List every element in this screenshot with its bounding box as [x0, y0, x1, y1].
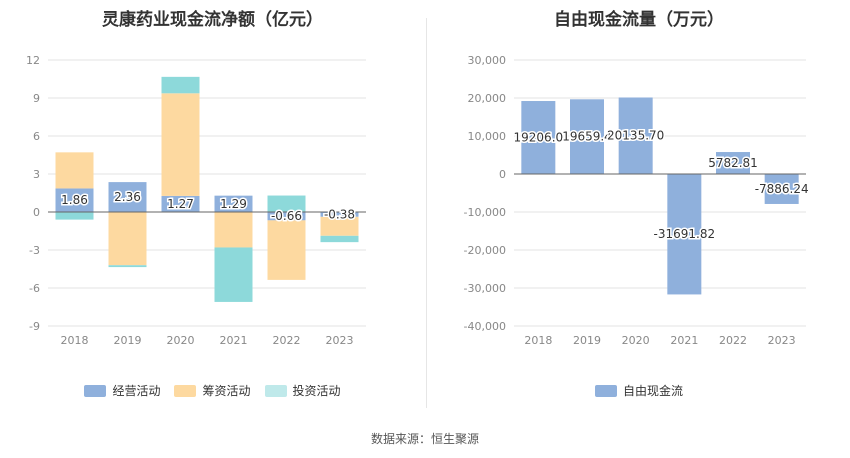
bar-1-2023 — [320, 216, 359, 236]
legend-item-operating[interactable]: 经营活动 — [84, 382, 160, 399]
y-tick-label: -3 — [29, 244, 40, 257]
bar-2022 — [716, 152, 750, 174]
x-tick-label: 2018 — [61, 334, 89, 347]
bar-2020 — [618, 97, 653, 174]
legend-swatch-free-cash-flow — [594, 384, 617, 397]
data-label: 20135.70 — [607, 129, 664, 143]
bar-2018 — [521, 101, 556, 174]
x-tick-label: 2021 — [670, 334, 698, 347]
y-tick-label: 12 — [26, 54, 40, 67]
data-label: 1.29 — [220, 197, 247, 211]
y-tick-label: 30,000 — [468, 54, 507, 67]
data-label: 2.36 — [114, 190, 141, 204]
data-source-note: 数据来源：恒生聚源 — [370, 432, 479, 446]
bar-2-2023 — [320, 235, 359, 243]
legend-item-free-cash-flow[interactable]: 自由现金流 — [594, 382, 683, 399]
bar-2-2020 — [161, 76, 200, 94]
data-label: -0.38 — [324, 207, 355, 221]
y-tick-label: 6 — [33, 130, 40, 143]
bar-1-2021 — [214, 212, 253, 248]
data-label: 1.27 — [167, 197, 194, 211]
bar-0-2023 — [320, 212, 359, 217]
data-label: -7886.24 — [755, 182, 809, 196]
bar-2023 — [764, 174, 799, 204]
right-chart-legend: 自由现金流 — [428, 382, 850, 399]
data-label: 19659.4 — [562, 130, 612, 144]
legend-swatch-financing — [174, 384, 197, 397]
x-tick-label: 2023 — [326, 334, 354, 347]
y-tick-label: -10,000 — [464, 206, 506, 219]
x-tick-label: 2022 — [719, 334, 747, 347]
y-tick-label: -9 — [29, 320, 40, 333]
legend-item-investing[interactable]: 投资活动 — [264, 382, 341, 399]
bar-1-2022 — [267, 220, 306, 280]
bar-0-2020 — [161, 195, 200, 212]
x-tick-label: 2019 — [114, 334, 142, 347]
bar-0-2022 — [267, 212, 306, 221]
legend-swatch-operating — [84, 384, 107, 397]
legend-label-operating: 经营活动 — [112, 384, 161, 398]
x-tick-label: 2020 — [622, 334, 650, 347]
bar-2-2021 — [214, 247, 253, 302]
y-tick-label: 9 — [33, 92, 40, 105]
bar-2019 — [570, 99, 604, 174]
data-label: 19206.0 — [514, 131, 564, 145]
legend-label-free-cash-flow: 自由现金流 — [622, 384, 683, 398]
data-label: -31691.82 — [654, 227, 716, 241]
bar-1-2018 — [55, 152, 94, 189]
legend-item-financing[interactable]: 筹资活动 — [174, 382, 251, 399]
bar-2-2022 — [267, 195, 306, 212]
legend-label-financing: 筹资活动 — [202, 384, 251, 398]
y-tick-label: 20,000 — [468, 92, 507, 105]
left-chart-title: 灵康药业现金流净额（亿元） — [102, 10, 323, 30]
x-tick-label: 2020 — [167, 334, 195, 347]
y-tick-label: -6 — [29, 282, 40, 295]
y-tick-label: 3 — [33, 168, 40, 181]
y-tick-label: -20,000 — [464, 244, 506, 257]
left-chart-plot: 12 9 6 3 0 -3 -6 -9 2018 2019 2020 2021 2022 2023 1.86… — [26, 54, 366, 347]
right-chart-plot: 30,000 20,000 10,000 0 -10,000 -20,000 -30,000… — [464, 54, 811, 347]
bar-1-2019 — [108, 212, 147, 266]
y-tick-label: -40,000 — [464, 320, 506, 333]
y-tick-label: -30,000 — [464, 282, 506, 295]
y-tick-label: 10,000 — [468, 130, 507, 143]
x-tick-label: 2021 — [220, 334, 248, 347]
y-tick-label: 0 — [33, 206, 40, 219]
bar-2021 — [667, 174, 702, 295]
left-chart-panel: 灵康药业现金流净额（亿元） 12 9 6 3 0 -3 -6 -9 2018 2019 2020 20… — [0, 0, 425, 410]
x-tick-label: 2018 — [524, 334, 552, 347]
bar-2-2019 — [108, 265, 147, 268]
right-chart-title: 自由现金流量（万元） — [554, 10, 724, 30]
bar-0-2021 — [214, 195, 253, 212]
legend-label-investing: 投资活动 — [292, 384, 341, 398]
data-label: -0.66 — [271, 209, 302, 223]
x-tick-label: 2023 — [768, 334, 796, 347]
y-tick-label: 0 — [499, 168, 506, 181]
data-label: 1.86 — [61, 193, 88, 207]
legend-swatch-investing — [264, 384, 287, 397]
bar-1-2020 — [161, 93, 200, 196]
bar-2-2018 — [55, 212, 94, 220]
panel-divider — [426, 18, 427, 408]
bar-0-2019 — [108, 182, 147, 212]
bar-0-2018 — [55, 188, 94, 212]
x-tick-label: 2019 — [573, 334, 601, 347]
x-tick-label: 2022 — [273, 334, 301, 347]
data-label: 5782.81 — [708, 156, 758, 170]
right-chart-panel: 自由现金流量（万元） 30,000 20,000 10,000 0 -10,000 -20… — [428, 0, 850, 410]
left-chart-legend: 经营活动 筹资活动 投资活动 — [0, 382, 425, 399]
